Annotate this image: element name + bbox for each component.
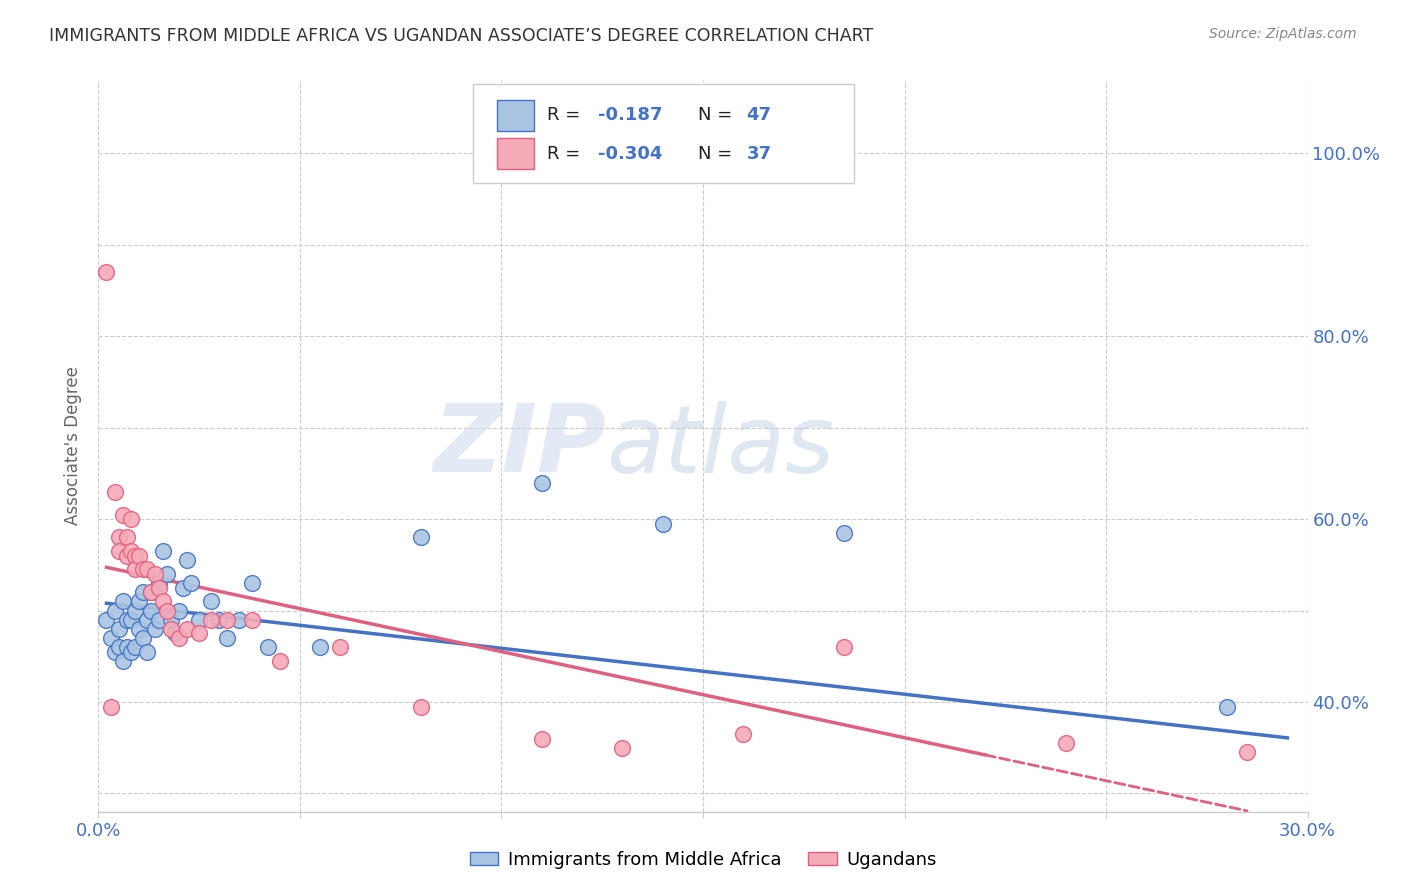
Legend: Immigrants from Middle Africa, Ugandans: Immigrants from Middle Africa, Ugandans [463, 844, 943, 876]
Point [329, 640, 352, 655]
Point [115, 549, 138, 563]
Y-axis label: Associate's Degree: Associate's Degree [65, 367, 83, 525]
Point [139, 585, 162, 599]
Point [163, 626, 186, 640]
Text: atlas: atlas [606, 401, 835, 491]
Point [1216, 699, 1239, 714]
Text: N =: N = [699, 106, 738, 124]
Point [115, 530, 138, 544]
Text: IMMIGRANTS FROM MIDDLE AFRICA VS UGANDAN ASSOCIATE’S DEGREE CORRELATION CHART: IMMIGRANTS FROM MIDDLE AFRICA VS UGANDAN… [49, 27, 873, 45]
Point [188, 626, 211, 640]
Point [124, 562, 146, 576]
Point [103, 603, 125, 617]
Point [128, 549, 150, 563]
Point [135, 613, 157, 627]
Point [167, 603, 190, 617]
Point [176, 622, 198, 636]
Point [148, 576, 170, 591]
Point [309, 640, 332, 655]
Point [160, 613, 183, 627]
Text: R =: R = [547, 145, 586, 163]
Point [152, 544, 174, 558]
Point [103, 484, 125, 499]
Point [143, 567, 166, 582]
Point [111, 654, 134, 668]
Point [107, 544, 129, 558]
Point [111, 594, 134, 608]
Point [132, 562, 155, 576]
Point [107, 530, 129, 544]
Point [139, 603, 162, 617]
Text: -0.187: -0.187 [598, 106, 662, 124]
Point [409, 530, 432, 544]
Text: N =: N = [699, 145, 738, 163]
Point [1236, 745, 1258, 759]
Point [132, 585, 155, 599]
Point [651, 516, 673, 531]
Point [832, 640, 855, 655]
Point [120, 512, 142, 526]
Point [107, 640, 129, 655]
Point [111, 508, 134, 522]
Point [240, 576, 263, 591]
Point [143, 622, 166, 636]
Point [733, 727, 755, 741]
Point [240, 613, 263, 627]
Point [124, 549, 146, 563]
Point [124, 640, 146, 655]
Point [269, 654, 291, 668]
Point [120, 544, 142, 558]
Point [103, 645, 125, 659]
Point [530, 731, 553, 746]
Point [228, 613, 250, 627]
Point [139, 585, 162, 599]
FancyBboxPatch shape [498, 100, 534, 131]
Point [172, 581, 194, 595]
Point [96, 265, 118, 279]
Point [148, 581, 170, 595]
Point [188, 613, 211, 627]
Point [135, 645, 157, 659]
Point [152, 594, 174, 608]
Point [132, 631, 155, 645]
Point [156, 603, 179, 617]
Text: 47: 47 [747, 106, 772, 124]
Point [107, 622, 129, 636]
Point [135, 562, 157, 576]
Point [128, 594, 150, 608]
Point [217, 613, 239, 627]
Point [124, 603, 146, 617]
Point [530, 475, 553, 490]
Point [1054, 736, 1077, 750]
Text: R =: R = [547, 106, 586, 124]
Point [167, 631, 190, 645]
Point [156, 567, 179, 582]
Text: ZIP: ZIP [433, 400, 606, 492]
Point [128, 622, 150, 636]
Point [148, 613, 170, 627]
Point [120, 645, 142, 659]
Point [612, 740, 634, 755]
Point [115, 613, 138, 627]
Point [100, 699, 122, 714]
Point [120, 613, 142, 627]
Point [832, 525, 855, 540]
FancyBboxPatch shape [474, 84, 855, 183]
FancyBboxPatch shape [498, 138, 534, 169]
Point [160, 622, 183, 636]
Point [409, 699, 432, 714]
Point [200, 594, 222, 608]
Point [176, 553, 198, 567]
Text: -0.304: -0.304 [598, 145, 662, 163]
Text: 37: 37 [747, 145, 772, 163]
Point [208, 613, 231, 627]
Text: Source: ZipAtlas.com: Source: ZipAtlas.com [1209, 27, 1357, 41]
Point [256, 640, 278, 655]
Point [180, 576, 202, 591]
Point [115, 640, 138, 655]
Point [217, 631, 239, 645]
Point [200, 613, 222, 627]
Point [96, 613, 118, 627]
Point [100, 631, 122, 645]
